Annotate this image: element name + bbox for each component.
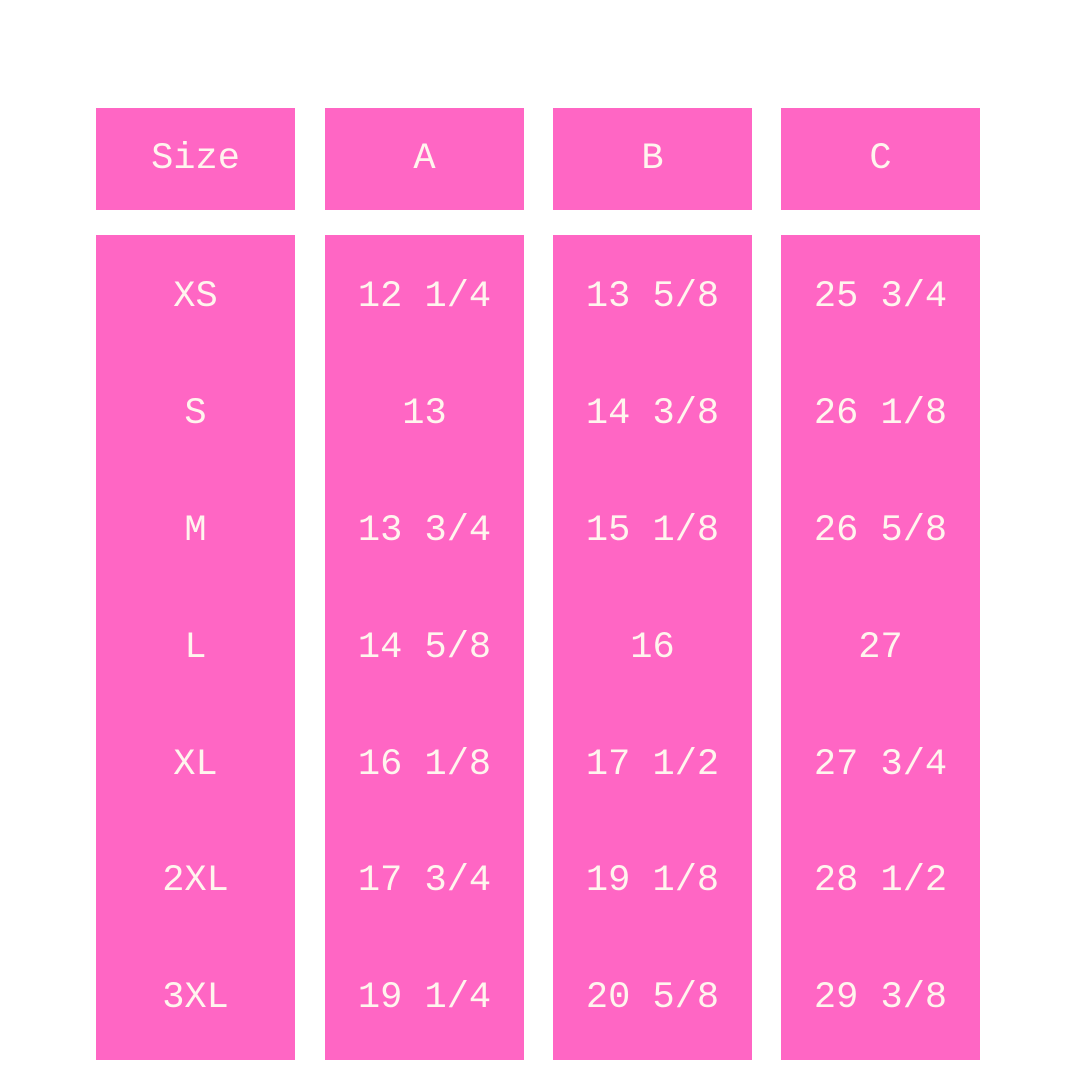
column-body-size: XS S M L XL 2XL 3XL [96,235,295,1060]
column-header-b: B [553,108,752,210]
table-cell: XL [173,744,218,786]
column-header-a: A [325,108,524,210]
table-cell: XS [173,276,218,318]
column-header-c: C [781,108,980,210]
table-cell: 19 1/8 [585,860,720,902]
table-cell: 13 3/4 [357,510,492,552]
table-cell: 2XL [162,860,229,902]
table-cell: 16 [630,627,675,669]
table-cell: 16 1/8 [357,744,492,786]
table-cell: L [184,627,207,669]
table-cell: 14 5/8 [357,627,492,669]
table-cell: 17 3/4 [357,860,492,902]
column-header-size: Size [96,108,295,210]
table-cell: 26 1/8 [813,393,948,435]
table-cell: 13 [402,393,447,435]
table-cell: 3XL [162,977,229,1019]
table-cell: 29 3/8 [813,977,948,1019]
table-cell: 12 1/4 [357,276,492,318]
table-cell: 17 1/2 [585,744,720,786]
table-cell: M [184,510,207,552]
column-body-b: 13 5/8 14 3/8 15 1/8 16 17 1/2 19 1/8 20 5/8 [553,235,752,1060]
table-cell: 20 5/8 [585,977,720,1019]
column-body-a: 12 1/4 13 13 3/4 14 5/8 16 1/8 17 3/4 19 1/4 [325,235,524,1060]
table-cell: S [184,393,207,435]
table-cell: 28 1/2 [813,860,948,902]
table-cell: 15 1/8 [585,510,720,552]
table-cell: 19 1/4 [357,977,492,1019]
table-cell: 26 5/8 [813,510,948,552]
table-cell: 13 5/8 [585,276,720,318]
table-cell: 27 [858,627,903,669]
table-cell: 25 3/4 [813,276,948,318]
table-cell: 27 3/4 [813,744,948,786]
table-cell: 14 3/8 [585,393,720,435]
column-body-c: 25 3/4 26 1/8 26 5/8 27 27 3/4 28 1/2 29 3/8 [781,235,980,1060]
